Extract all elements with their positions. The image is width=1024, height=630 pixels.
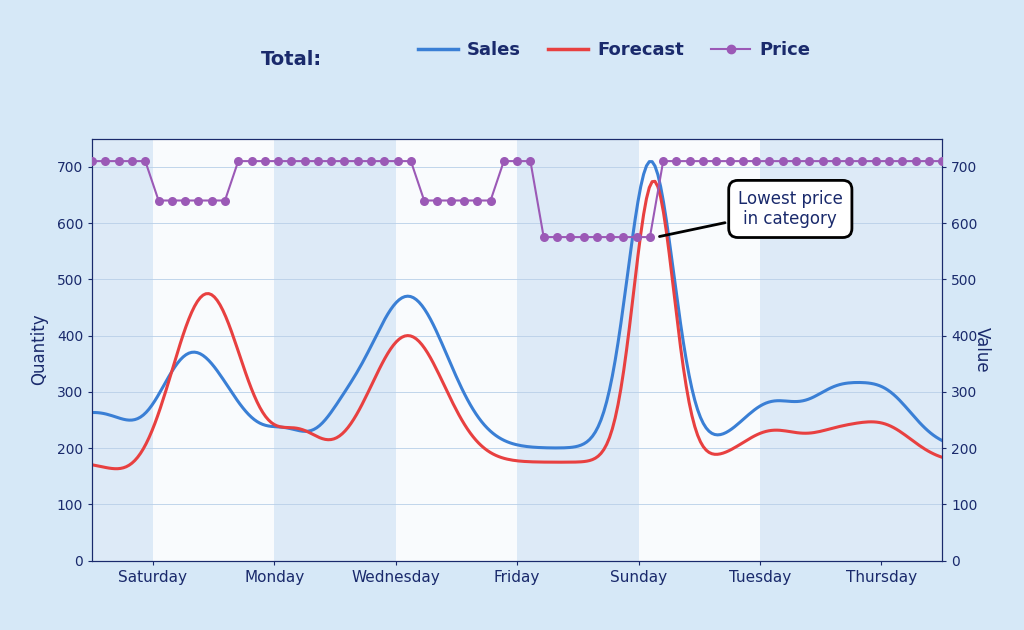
Legend: Sales, Forecast, Price: Sales, Forecast, Price bbox=[411, 34, 818, 67]
Bar bbox=[395, 139, 517, 561]
Y-axis label: Quantity: Quantity bbox=[31, 314, 48, 386]
Bar bbox=[153, 139, 274, 561]
Text: Lowest price
in category: Lowest price in category bbox=[659, 190, 843, 236]
Y-axis label: Value: Value bbox=[974, 327, 991, 372]
Bar bbox=[639, 139, 760, 561]
Text: Total:: Total: bbox=[261, 50, 323, 69]
